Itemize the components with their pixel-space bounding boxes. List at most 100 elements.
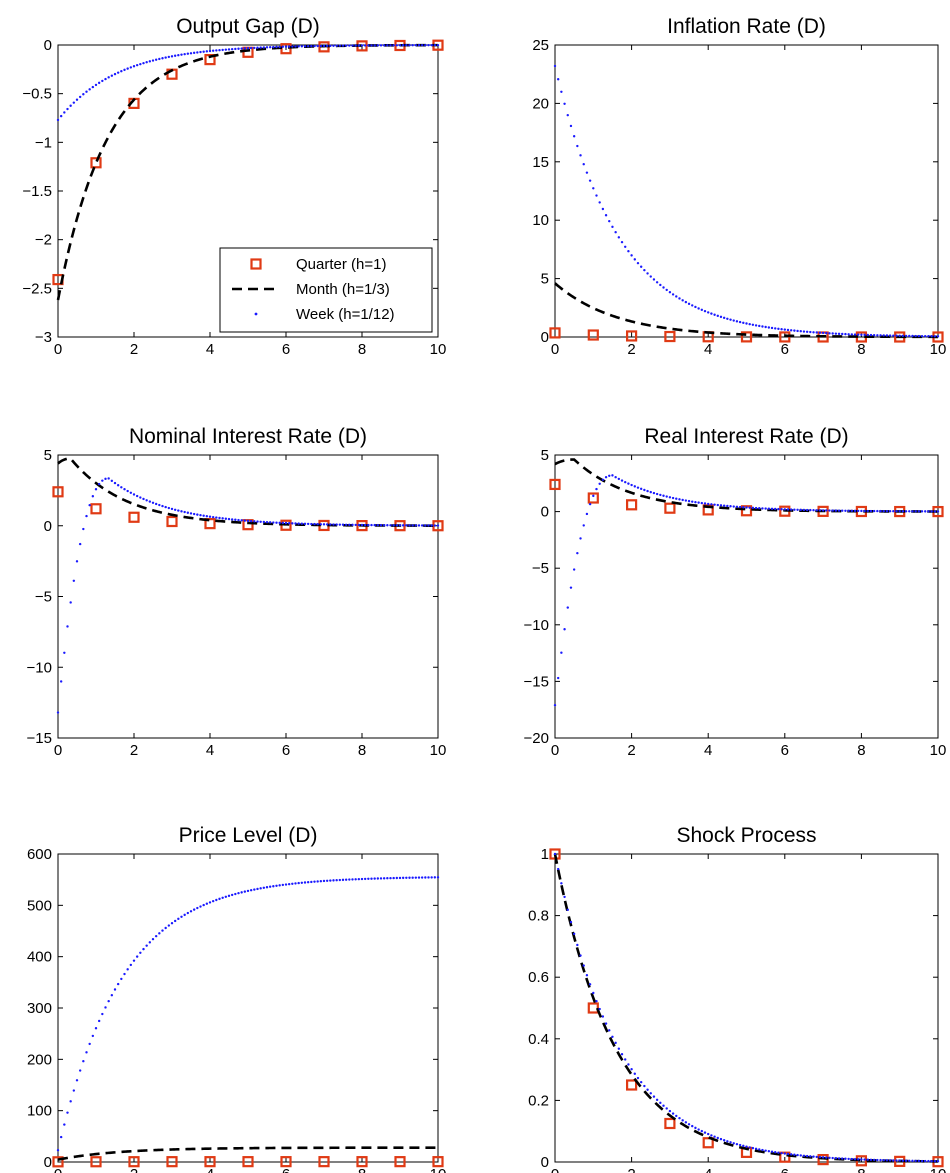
data-point-week xyxy=(579,154,582,157)
data-point-week xyxy=(802,330,806,333)
data-point-week xyxy=(401,44,405,47)
x-tick-label: 2 xyxy=(627,1166,635,1173)
data-point-week xyxy=(325,44,329,48)
data-point-quarter xyxy=(242,1156,254,1168)
data-point-week xyxy=(230,47,234,51)
data-point-week xyxy=(82,527,85,531)
data-point-week xyxy=(116,484,120,487)
data-point-week xyxy=(116,71,120,74)
data-point-week xyxy=(373,523,376,527)
data-point-week xyxy=(774,1151,777,1154)
x-tick-label: 8 xyxy=(857,742,865,759)
data-point-week xyxy=(569,586,573,589)
data-point-week xyxy=(691,304,694,307)
data-point-week xyxy=(576,551,579,555)
data-point-week xyxy=(901,1159,905,1162)
data-point-week xyxy=(303,45,307,48)
data-point-week xyxy=(367,877,370,880)
data-point-week xyxy=(595,194,598,197)
data-point-week xyxy=(636,486,640,489)
y-tick-label: −15 xyxy=(524,673,549,690)
data-point-week xyxy=(240,891,243,894)
data-point-week xyxy=(78,542,82,546)
data-point-week xyxy=(783,508,786,511)
data-point-week xyxy=(97,81,101,85)
data-point-week xyxy=(335,523,338,526)
data-point-week xyxy=(751,506,755,510)
data-point-week xyxy=(617,477,621,481)
data-point-week xyxy=(75,98,79,101)
data-point-week xyxy=(569,920,573,924)
data-point-quarter xyxy=(128,511,140,523)
data-point-week xyxy=(767,507,771,510)
data-point-quarter xyxy=(625,499,638,511)
data-point-week xyxy=(88,88,91,91)
data-point-week xyxy=(329,523,332,526)
data-point-week xyxy=(933,510,937,513)
x-tick-label: 8 xyxy=(857,1166,865,1173)
series-week xyxy=(553,852,940,1163)
chart-title: Nominal Interest Rate (D) xyxy=(129,425,367,448)
data-point-week xyxy=(681,1119,684,1122)
data-point-week xyxy=(601,478,605,482)
data-point-week xyxy=(614,1041,617,1045)
data-point-week xyxy=(789,1153,793,1156)
data-point-week xyxy=(322,523,326,526)
data-point-week xyxy=(719,504,723,507)
data-point-week xyxy=(113,72,117,76)
data-point-week xyxy=(649,490,652,494)
data-point-week xyxy=(338,523,342,526)
data-point-week xyxy=(436,876,440,879)
data-point-week xyxy=(892,510,895,513)
data-point-week xyxy=(780,508,783,511)
legend-label: Quarter (h=1) xyxy=(296,256,386,273)
data-point-week xyxy=(107,999,110,1003)
data-point-week xyxy=(643,268,646,272)
data-point-week xyxy=(601,207,605,211)
y-tick-label: 200 xyxy=(27,1051,52,1068)
data-point-week xyxy=(401,876,405,880)
data-point-week xyxy=(433,876,437,879)
data-point-week xyxy=(256,46,259,49)
data-point-week xyxy=(386,524,389,527)
data-point-week xyxy=(882,1159,885,1162)
data-point-week xyxy=(322,879,326,883)
y-tick-label: 25 xyxy=(532,37,549,54)
data-point-week xyxy=(735,1142,739,1146)
data-point-week xyxy=(202,514,205,517)
chart-panel-6: Shock Process 0 2 4 6 8 10 0 0.2 0.4 0.6 0.8 1 xyxy=(528,824,946,1173)
data-point-week xyxy=(815,509,818,512)
data-point-week xyxy=(588,179,592,182)
data-point-week xyxy=(142,497,145,501)
data-point-week xyxy=(860,509,863,513)
data-point-week xyxy=(395,44,399,47)
data-point-week xyxy=(930,1159,933,1163)
data-point-quarter xyxy=(204,518,216,530)
data-point-week xyxy=(707,311,710,314)
data-point-week xyxy=(344,878,348,881)
data-point-week xyxy=(94,1027,98,1030)
data-point-week xyxy=(614,231,617,234)
data-point-week xyxy=(218,516,221,520)
data-point-week xyxy=(659,493,662,497)
data-point-week xyxy=(837,1157,841,1160)
data-point-week xyxy=(433,43,437,47)
data-point-week xyxy=(560,651,563,654)
data-point-week xyxy=(767,1149,771,1153)
data-point-week xyxy=(405,876,408,880)
data-point-week xyxy=(646,272,649,275)
data-point-week xyxy=(189,52,193,55)
data-point-week xyxy=(234,47,237,51)
data-point-week xyxy=(888,334,892,337)
data-point-week xyxy=(624,1058,627,1061)
x-tick-label: 2 xyxy=(627,742,635,759)
data-point-week xyxy=(828,509,831,512)
data-point-week xyxy=(844,1157,847,1160)
data-point-week xyxy=(857,1158,860,1161)
data-point-week xyxy=(901,510,905,513)
data-point-week xyxy=(341,523,345,526)
data-point-week xyxy=(812,509,815,512)
data-point-week xyxy=(145,944,148,947)
data-point-week xyxy=(566,606,569,609)
data-point-quarter xyxy=(549,478,561,491)
